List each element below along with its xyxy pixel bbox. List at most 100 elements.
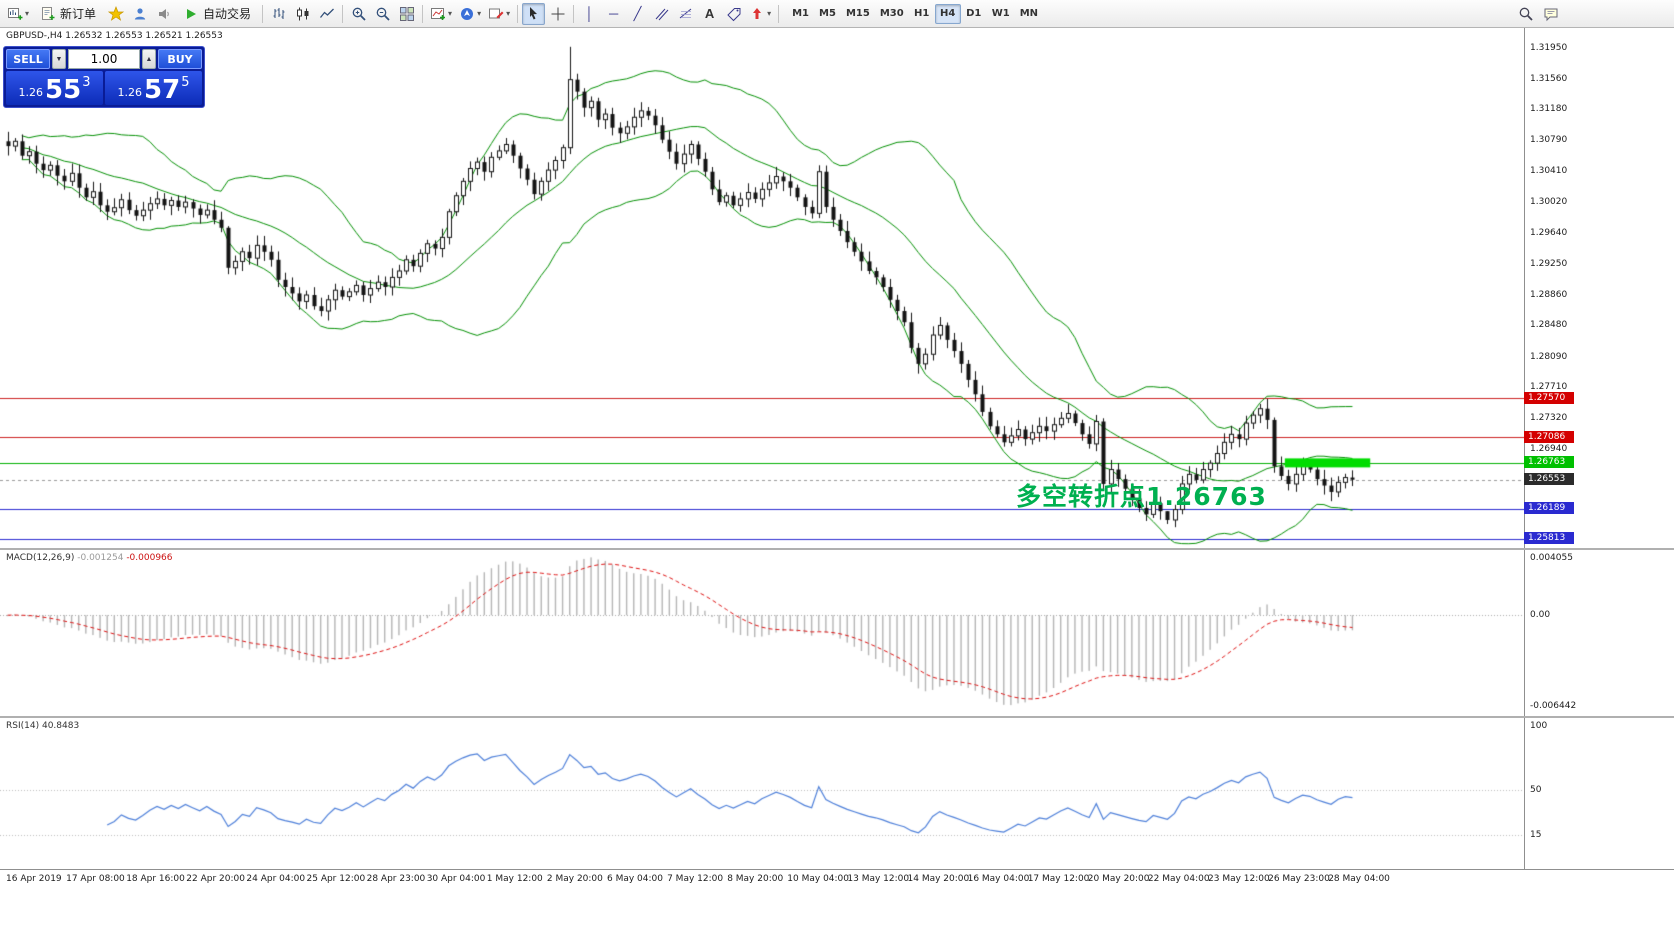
time-axis-label: 23 May 12:00 (1208, 874, 1270, 884)
trade-prices-row: 1.26 55 3 1.26 57 5 (6, 71, 202, 105)
text-label-button[interactable] (722, 3, 745, 25)
price-axis[interactable] (1524, 28, 1673, 869)
line-chart-icon (319, 8, 334, 18)
time-axis-label: 16 Apr 2019 (6, 874, 62, 884)
candlestick-icon (296, 7, 309, 20)
new-chart-icon (8, 7, 23, 20)
speaker-icon (158, 8, 169, 19)
macd-indicator-canvas[interactable] (0, 550, 1524, 716)
time-axis-label: 25 Apr 12:00 (306, 874, 366, 884)
price-axis-label: 1.28090 (1530, 351, 1568, 362)
macd-scale-label: -0.006442 (1530, 701, 1577, 711)
volume-decrease-button[interactable]: ▼ (52, 49, 66, 69)
zoom-out-button[interactable] (371, 3, 394, 25)
time-axis-label: 10 May 04:00 (787, 874, 850, 884)
profile-person-icon (134, 7, 145, 19)
fibonacci-button[interactable] (674, 3, 697, 25)
chevron-down-icon: ▾ (767, 9, 772, 18)
time-axis-label: 18 Apr 16:00 (126, 874, 185, 884)
label-tag-icon (726, 7, 741, 21)
timeframe-button-m15[interactable]: M15 (841, 4, 875, 24)
time-axis-label: 1 May 12:00 (486, 874, 543, 884)
panel-splitter[interactable] (0, 716, 1674, 718)
text-button[interactable]: A (698, 3, 721, 25)
timeframe-button-h4[interactable]: H4 (934, 3, 961, 24)
sell-price-base: 1.26 (18, 86, 44, 99)
price-level-label: 1.26553 (1524, 473, 1574, 486)
rsi-label: RSI(14) 40.8483 (6, 721, 79, 731)
time-axis-label: 24 Apr 04:00 (246, 874, 306, 884)
price-level-label: 1.27086 (1524, 430, 1574, 443)
price-chart-canvas[interactable] (0, 28, 1524, 548)
trendline-button[interactable]: ╱ (626, 3, 649, 25)
text-icon: A (704, 6, 715, 21)
search-button[interactable] (1514, 3, 1537, 25)
toolbar-separator (517, 4, 519, 23)
time-axis-label: 6 May 04:00 (607, 874, 663, 884)
buy-price-display[interactable]: 1.26 57 5 (105, 71, 202, 105)
pivot-annotation[interactable]: 多空转折点1.26763 (1016, 482, 1267, 511)
indicators-button[interactable]: ▾ (427, 3, 455, 25)
candlestick-chart-button[interactable] (291, 3, 314, 25)
sell-price-display[interactable]: 1.26 55 3 (6, 71, 103, 105)
line-chart-button[interactable] (315, 3, 338, 25)
metaeditor-button[interactable] (104, 3, 127, 25)
timeframe-button-h1[interactable]: H1 (909, 4, 935, 24)
vertical-line-button[interactable]: │ (578, 3, 601, 25)
timeframe-button-m30[interactable]: M30 (875, 4, 909, 24)
new-order-button[interactable]: 新订单 (33, 3, 103, 25)
rsi-indicator-canvas[interactable] (0, 718, 1524, 868)
time-axis-label: 8 May 20:00 (727, 874, 784, 884)
toolbar-separator (262, 4, 264, 23)
chart-ohlc-header: GBPUSD-,H4 1.26532 1.26553 1.26521 1.265… (6, 31, 223, 41)
arrows-button[interactable]: ▾ (746, 3, 774, 25)
timeframe-button-m5[interactable]: M5 (814, 4, 841, 24)
alerts-button[interactable] (152, 3, 175, 25)
bar-chart-button[interactable] (267, 3, 290, 25)
timeframe-button-d1[interactable]: D1 (961, 4, 987, 24)
price-axis-label: 1.27710 (1530, 382, 1568, 393)
crosshair-button[interactable] (546, 3, 569, 25)
search-icon (1519, 7, 1533, 21)
vertical-line-icon: │ (585, 6, 594, 21)
buy-price-big: 57 (144, 75, 181, 105)
profiles-button[interactable] (128, 3, 151, 25)
trendline-icon: ╱ (633, 6, 642, 21)
time-axis-label: 22 May 04:00 (1147, 874, 1210, 884)
volume-input[interactable] (68, 49, 140, 69)
toolbar-right-group (1514, 3, 1562, 25)
time-axis-label: 30 Apr 04:00 (426, 874, 486, 884)
navigator-button[interactable]: ▾ (456, 3, 484, 25)
toolbar-separator (778, 4, 780, 23)
price-axis-label: 1.30020 (1530, 197, 1568, 208)
auto-trading-label: 自动交易 (203, 7, 252, 21)
panel-splitter[interactable] (0, 548, 1674, 550)
macd-signal-value: -0.000966 (126, 553, 173, 563)
timeframe-button-mn[interactable]: MN (1015, 4, 1043, 24)
new-chart-button[interactable]: ▾ (4, 3, 32, 25)
auto-trading-button[interactable]: 自动交易 (176, 3, 258, 25)
timeframe-button-w1[interactable]: W1 (987, 4, 1015, 24)
play-icon (187, 8, 197, 19)
tile-windows-button[interactable] (395, 3, 418, 25)
cursor-button[interactable] (522, 2, 546, 25)
timeframe-toolbar: M1 M5 M15 M30 H1 H4 D1 W1 MN (787, 3, 1043, 24)
timeframe-button-m1[interactable]: M1 (787, 4, 814, 24)
rsi-scale-label: 50 (1530, 785, 1542, 795)
macd-label: MACD(12,26,9) -0.001254 -0.000966 (6, 553, 173, 563)
sell-button[interactable]: SELL (6, 49, 50, 69)
time-axis-label: 2 May 20:00 (546, 874, 603, 884)
horizontal-line-button[interactable]: ─ (602, 3, 625, 25)
macd-scale-label: 0.00 (1530, 610, 1551, 621)
time-axis[interactable]: 16 Apr 2019 17 Apr 08:00 18 Apr 16:00 22 Ap… (0, 871, 1524, 889)
objects-edit-button[interactable]: ▾ (485, 3, 513, 25)
volume-increase-button[interactable]: ▲ (142, 49, 156, 69)
buy-button[interactable]: BUY (158, 49, 202, 69)
channel-button[interactable] (650, 3, 673, 25)
wizard-star-icon (107, 5, 124, 21)
macd-title: MACD(12,26,9) (6, 553, 75, 563)
chat-button[interactable] (1539, 3, 1562, 25)
rsi-scale-label: 100 (1530, 721, 1548, 731)
zoom-in-button[interactable] (347, 3, 370, 25)
price-axis-label: 1.28860 (1530, 290, 1568, 300)
